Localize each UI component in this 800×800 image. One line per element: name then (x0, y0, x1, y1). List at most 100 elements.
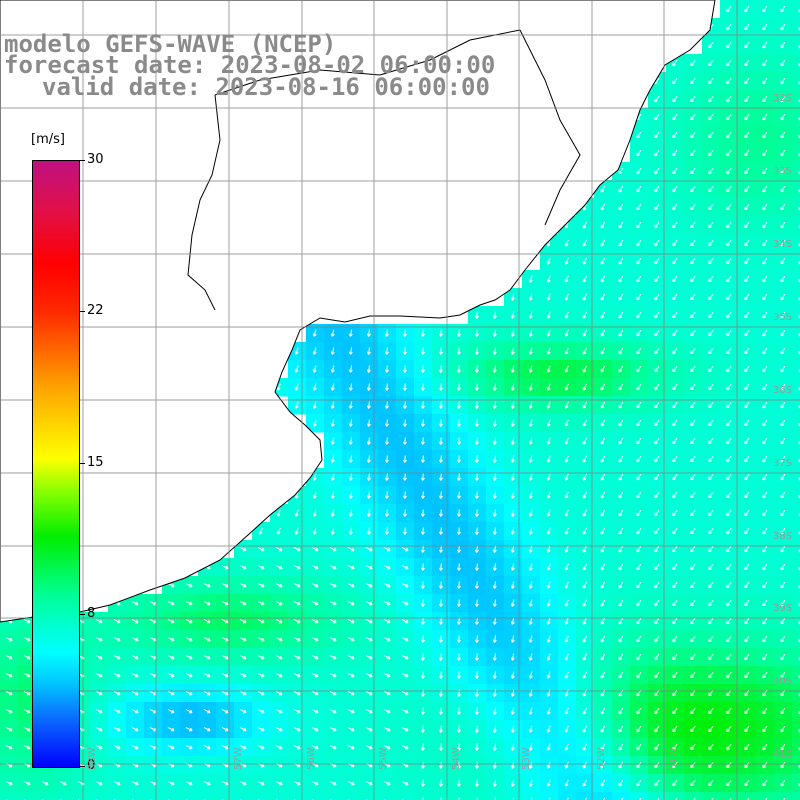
wind-arrow (780, 329, 786, 337)
wind-arrow (474, 743, 479, 751)
wind-arrow (528, 545, 533, 553)
wind-arrow (23, 744, 31, 750)
wind-cell (306, 792, 325, 800)
wind-cell (792, 414, 800, 433)
wind-arrow (564, 725, 569, 733)
wind-arrow (528, 581, 533, 589)
wind-arrow (257, 636, 265, 642)
wind-arrow (726, 383, 732, 391)
wind-arrow (546, 707, 551, 715)
lat-label: 41S (773, 749, 793, 760)
wind-arrow (672, 257, 678, 265)
wind-arrow (311, 564, 319, 570)
wind-arrow (762, 77, 768, 85)
wind-arrow (708, 671, 714, 679)
lon-label: 53W (521, 747, 532, 770)
wind-arrow (693, 797, 696, 800)
wind-cell (792, 720, 800, 739)
wind-arrow (275, 600, 283, 606)
wind-arrow (582, 707, 587, 715)
wind-arrow (257, 600, 265, 606)
wind-arrow (492, 365, 497, 373)
wind-arrow (492, 581, 497, 589)
wind-arrow (654, 455, 660, 463)
wind-arrow (546, 275, 551, 283)
wind-arrow (365, 618, 373, 624)
wind-arrow (402, 509, 407, 517)
wind-cell (792, 630, 800, 649)
wind-arrow (672, 545, 678, 553)
wind-arrow (744, 59, 750, 67)
wind-arrow (474, 563, 479, 571)
wind-arrow (762, 779, 768, 787)
wind-arrow (492, 509, 497, 517)
wind-arrow (23, 636, 31, 642)
wind-arrow (420, 437, 425, 445)
political-border (187, 29, 581, 311)
wind-arrow (113, 654, 121, 660)
wind-arrow (329, 672, 337, 678)
wind-arrow (654, 509, 660, 517)
wind-cell (792, 270, 800, 289)
wind-arrow (383, 600, 391, 606)
wind-arrow (600, 347, 606, 355)
wind-arrow (203, 744, 211, 750)
wind-arrow (185, 744, 193, 750)
wind-arrow (582, 761, 587, 769)
wind-arrow (401, 654, 409, 660)
wind-arrow (582, 527, 587, 535)
wind-arrow (618, 473, 624, 481)
wind-arrow (257, 582, 265, 588)
wind-arrow (546, 779, 551, 787)
wind-arrow (582, 437, 587, 445)
wind-arrow (402, 329, 407, 337)
wind-arrow (564, 401, 569, 409)
wind-arrow (420, 329, 425, 337)
wind-arrow (744, 491, 750, 499)
wind-arrow (600, 509, 606, 517)
wind-arrow (744, 743, 750, 751)
wind-arrow (780, 419, 786, 427)
wind-arrow (744, 275, 750, 283)
wind-arrow (690, 77, 696, 85)
wind-arrow (311, 654, 319, 660)
wind-arrow (690, 743, 696, 751)
wind-arrow (618, 635, 624, 643)
wind-cell (792, 792, 800, 800)
wind-arrow (762, 275, 768, 283)
wind-cell (792, 648, 800, 667)
wind-arrow (474, 491, 479, 499)
wind-arrow (672, 203, 678, 211)
wind-arrow (780, 365, 786, 373)
wind-arrow (654, 383, 660, 391)
wind-arrow (564, 293, 569, 301)
wind-arrow (312, 329, 317, 337)
wind-arrow (528, 509, 533, 517)
wind-arrow (294, 509, 299, 517)
wind-arrow (276, 383, 281, 391)
wind-arrow (654, 653, 660, 661)
wind-cell (288, 792, 307, 800)
wind-cell (108, 792, 127, 800)
wind-arrow (564, 221, 569, 229)
wind-cell (792, 252, 800, 271)
wind-arrow (564, 599, 569, 607)
wind-arrow (312, 401, 317, 409)
wind-arrow (708, 77, 714, 85)
wind-arrow (347, 726, 355, 732)
wind-arrow (690, 329, 696, 337)
wind-arrow (420, 419, 425, 427)
wind-arrow (185, 636, 193, 642)
wind-arrow (708, 491, 714, 499)
wind-arrow (546, 671, 551, 679)
lat-label: 39S (773, 603, 793, 614)
wind-arrow (726, 671, 732, 679)
wind-arrow (546, 455, 551, 463)
colorbar-tick-mark (79, 614, 85, 615)
wind-arrow (618, 671, 624, 679)
wind-arrow (347, 564, 355, 570)
wind-arrow (780, 113, 786, 121)
wind-arrow (546, 653, 551, 661)
wind-arrow (672, 221, 678, 229)
wind-arrow (438, 617, 443, 625)
